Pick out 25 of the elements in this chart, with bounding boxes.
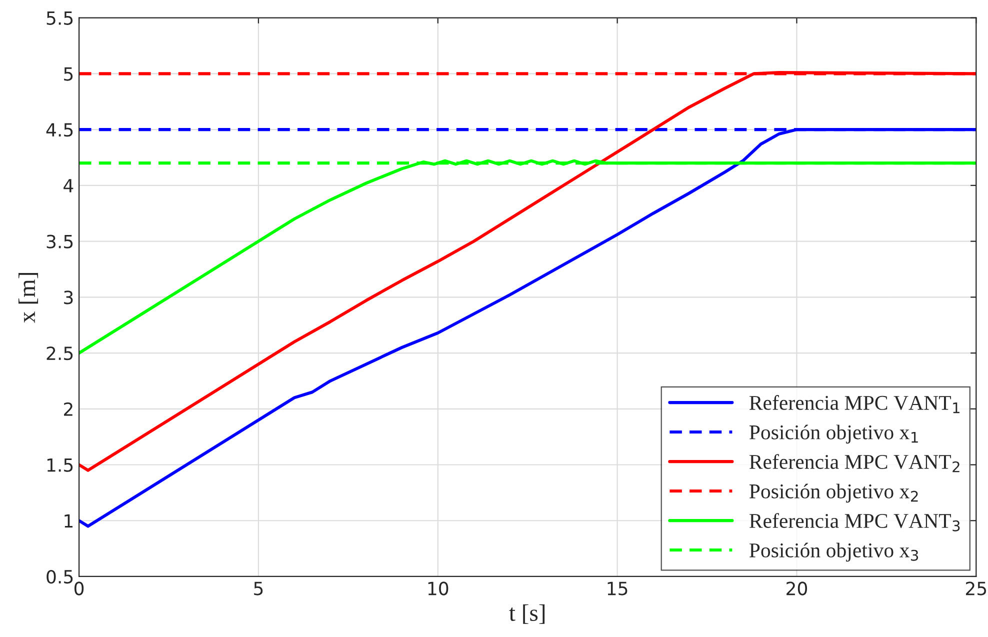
x-tick-label: 5 [254, 582, 263, 596]
y-tick-label: 2.5 [46, 346, 73, 360]
x-axis-title: t [s] [509, 604, 545, 624]
y-axis-title: x [m] [18, 273, 38, 323]
legend-label: Referencia MPC VANT$_{2}$ [749, 454, 960, 472]
y-tick-label: 2 [64, 402, 72, 416]
legend-label: Referencia MPC VANT$_{1}$ [749, 395, 960, 414]
x-tick-label: 15 [608, 582, 628, 596]
y-tick-label: 3.5 [46, 234, 73, 248]
y-tick-label: 4 [64, 179, 74, 192]
x-tick-label: 0 [74, 582, 84, 596]
y-tick-label: 4.5 [46, 123, 73, 137]
legend-label: Posición objetivo x$_{2}$ [749, 484, 918, 503]
legend-label: Referencia MPC VANT$_{3}$ [749, 513, 960, 532]
x-tick-label: 10 [428, 582, 448, 596]
y-tick-label: 5 [64, 67, 73, 81]
legend-label: Posición objetivo x$_{1}$ [749, 424, 918, 444]
y-tick-label: 1 [64, 514, 73, 528]
x-tick-label: 25 [966, 582, 986, 596]
y-tick-label: 5.5 [46, 12, 73, 25]
y-tick-label: 1.5 [47, 458, 73, 472]
x-tick-label: 20 [786, 582, 808, 596]
y-tick-label: 0.5 [46, 570, 73, 584]
y-tick-label: 3 [64, 290, 73, 304]
legend-label: Posición objetivo x$_{3}$ [749, 542, 918, 562]
